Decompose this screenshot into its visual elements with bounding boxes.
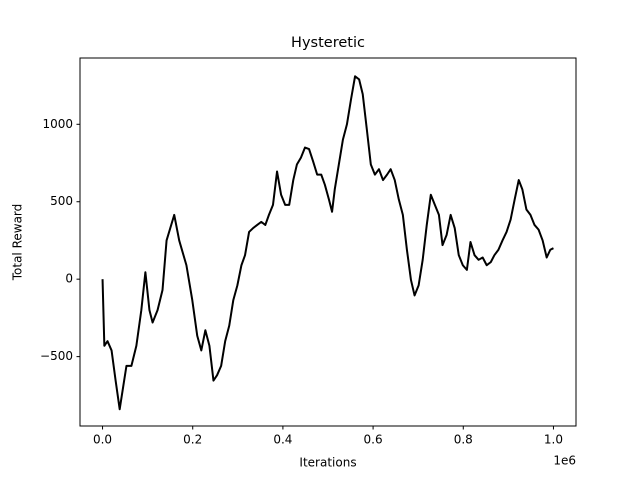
data-line bbox=[101, 75, 554, 411]
y-axis-label: Total Reward bbox=[11, 204, 25, 282]
x-tick-label: 0.2 bbox=[183, 433, 202, 447]
x-tick-label: 0.8 bbox=[454, 433, 473, 447]
plot-frame bbox=[79, 57, 577, 427]
y-tick-label: 1000 bbox=[42, 117, 73, 131]
y-tick-label: −500 bbox=[40, 349, 73, 363]
x-tick-label: 0.6 bbox=[364, 433, 383, 447]
x-offset-label: 1e6 bbox=[553, 454, 576, 468]
x-tick-label: 0.0 bbox=[93, 433, 112, 447]
x-tick-label: 1.0 bbox=[544, 433, 563, 447]
y-tick-label: 0 bbox=[65, 272, 73, 286]
y-tick-label: 500 bbox=[50, 194, 73, 208]
chart-title: Hysteretic bbox=[291, 35, 365, 51]
x-tick-label: 0.4 bbox=[273, 433, 292, 447]
x-axis-label: Iterations bbox=[299, 456, 356, 470]
